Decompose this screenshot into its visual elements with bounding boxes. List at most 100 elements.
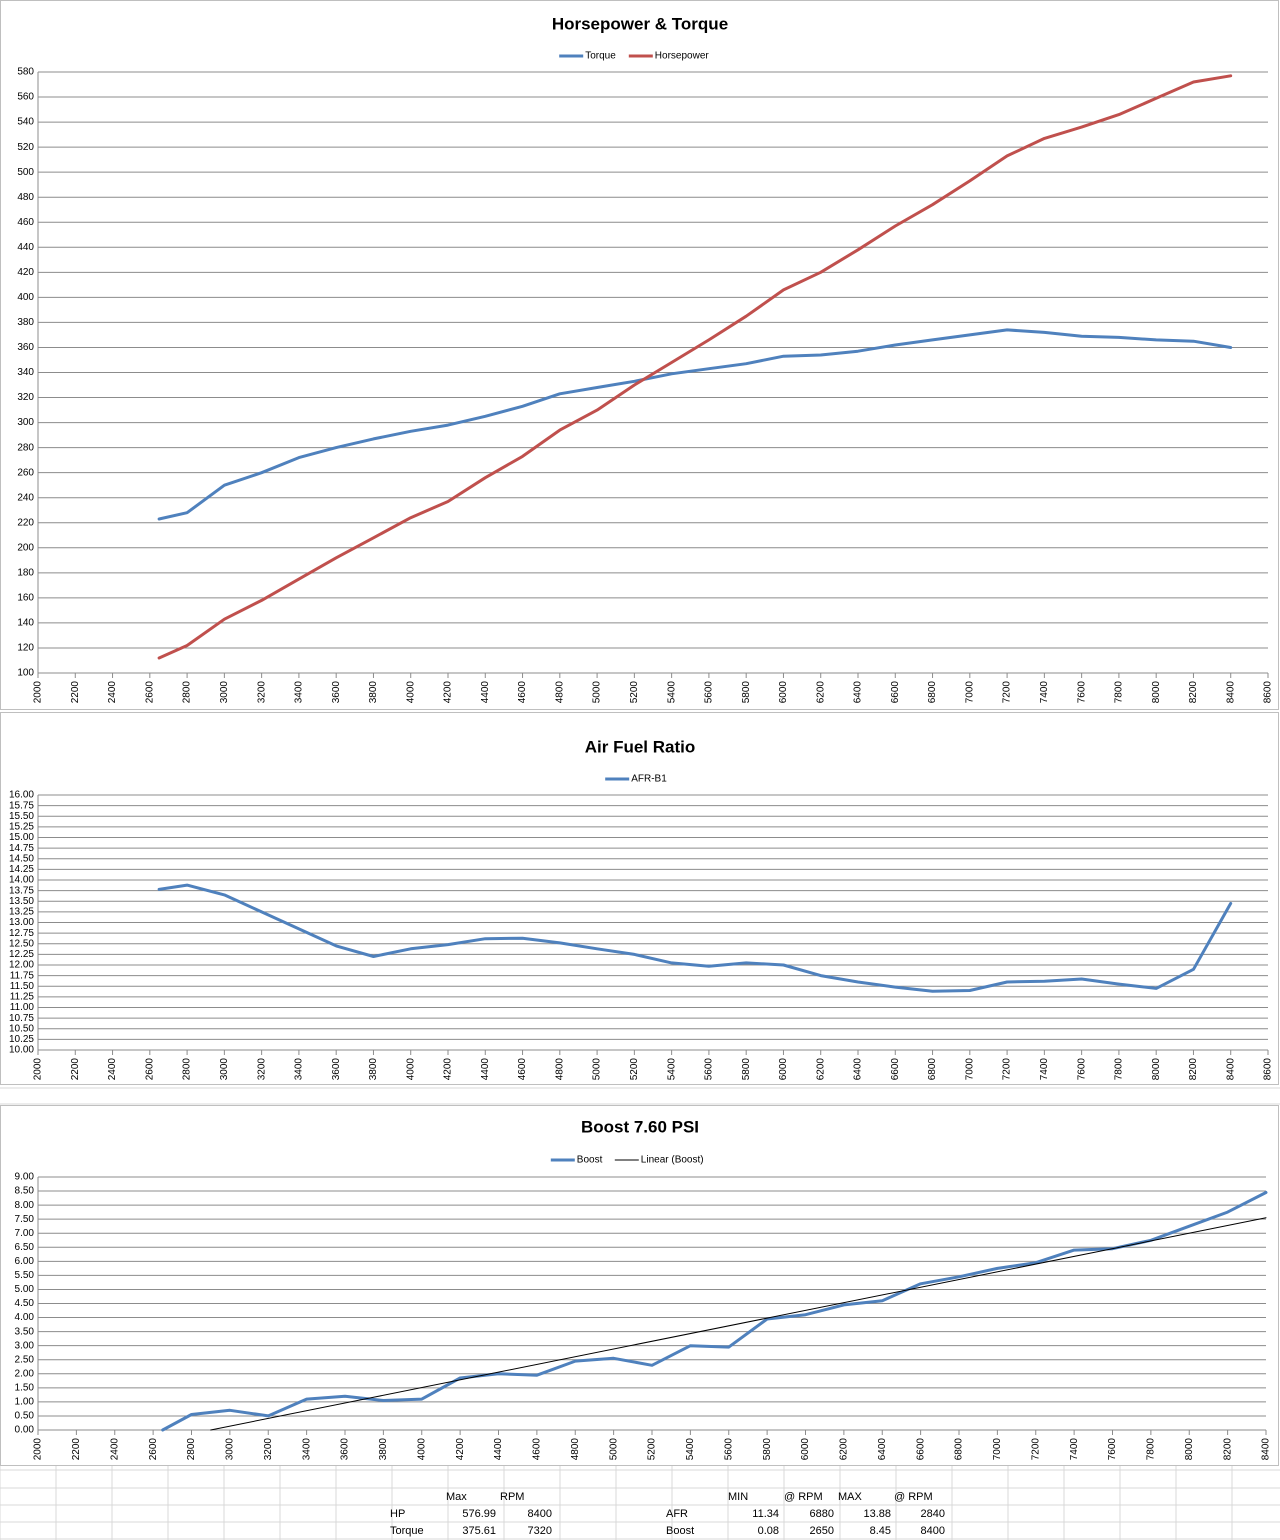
y-tick-label: 15.25 — [9, 822, 34, 833]
x-tick-label: 5200 — [647, 1438, 658, 1461]
y-tick-label: 520 — [17, 142, 34, 153]
y-tick-label: 260 — [17, 467, 34, 478]
x-tick-label: 3200 — [256, 681, 267, 704]
y-tick-label: 15.00 — [9, 832, 34, 843]
x-tick-label: 4200 — [455, 1438, 466, 1461]
x-tick-label: 5800 — [741, 681, 752, 704]
y-tick-label: 300 — [17, 417, 34, 428]
table-header: MAX — [838, 1491, 863, 1503]
x-tick-label: 6000 — [800, 1438, 811, 1461]
legend-label: AFR-B1 — [631, 774, 667, 785]
x-tick-label: 8200 — [1222, 1438, 1233, 1461]
x-tick-label: 6400 — [877, 1438, 888, 1461]
x-tick-label: 3400 — [301, 1438, 312, 1461]
x-tick-label: 7400 — [1039, 1058, 1050, 1081]
y-tick-label: 16.00 — [9, 790, 34, 801]
x-tick-label: 2000 — [33, 1058, 44, 1081]
x-tick-label: 7200 — [1030, 1438, 1041, 1461]
y-tick-label: 12.50 — [9, 938, 34, 949]
table-cell: Boost — [666, 1525, 694, 1537]
chart-title: Air Fuel Ratio — [585, 737, 696, 756]
x-tick-label: 7200 — [1002, 1058, 1013, 1081]
x-tick-label: 8200 — [1188, 681, 1199, 704]
x-tick-label: 2600 — [144, 1058, 155, 1081]
x-tick-label: 5600 — [704, 1058, 715, 1081]
table-cell: 375.61 — [462, 1525, 496, 1537]
x-tick-label: 8400 — [1261, 1438, 1272, 1461]
y-tick-label: 12.00 — [9, 960, 34, 971]
x-tick-label: 5800 — [762, 1438, 773, 1461]
x-tick-label: 8600 — [1263, 1058, 1274, 1081]
y-tick-label: 320 — [17, 392, 34, 403]
y-tick-label: 340 — [17, 367, 34, 378]
chart-frame — [0, 712, 1279, 1085]
x-tick-label: 7000 — [964, 681, 975, 704]
y-tick-label: 10.00 — [9, 1045, 34, 1056]
table-cell: AFR — [666, 1508, 688, 1520]
x-tick-label: 6200 — [815, 1058, 826, 1081]
y-tick-label: 15.50 — [9, 811, 34, 822]
y-tick-label: 10.50 — [9, 1023, 34, 1034]
table-cell: 2840 — [921, 1508, 945, 1520]
y-tick-label: 480 — [17, 192, 34, 203]
chart-title: Horsepower & Torque — [552, 14, 728, 33]
chart-frame — [0, 0, 1279, 710]
x-tick-label: 7200 — [1002, 681, 1013, 704]
y-tick-label: 500 — [17, 167, 34, 178]
y-tick-label: 400 — [17, 292, 34, 303]
x-tick-label: 8200 — [1188, 1058, 1199, 1081]
y-tick-label: 360 — [17, 342, 34, 353]
x-tick-label: 5400 — [666, 681, 677, 704]
x-tick-label: 7600 — [1107, 1438, 1118, 1461]
x-tick-label: 6400 — [853, 1058, 864, 1081]
y-tick-label: 0.50 — [15, 1411, 35, 1422]
y-tick-label: 160 — [17, 593, 34, 604]
x-tick-label: 6000 — [778, 1058, 789, 1081]
y-tick-label: 580 — [17, 67, 34, 78]
x-tick-label: 4600 — [517, 1058, 528, 1081]
y-tick-label: 560 — [17, 92, 34, 103]
y-tick-label: 3.00 — [15, 1340, 35, 1351]
x-tick-label: 2000 — [33, 681, 44, 704]
x-tick-label: 4200 — [443, 681, 454, 704]
y-tick-label: 100 — [17, 668, 34, 679]
x-tick-label: 4200 — [443, 1058, 454, 1081]
x-tick-label: 5600 — [723, 1438, 734, 1461]
y-tick-label: 10.75 — [9, 1013, 34, 1024]
x-tick-label: 4400 — [493, 1438, 504, 1461]
table-cell: 11.34 — [752, 1508, 779, 1520]
y-tick-label: 0.00 — [15, 1425, 35, 1436]
y-tick-label: 8.00 — [15, 1200, 35, 1211]
y-tick-label: 6.50 — [15, 1242, 35, 1253]
x-tick-label: 7600 — [1076, 681, 1087, 704]
series-line — [157, 883, 1233, 993]
series-line — [157, 74, 1233, 660]
table-cell: 576.99 — [462, 1508, 496, 1520]
x-tick-label: 8000 — [1151, 1058, 1162, 1081]
y-tick-label: 6.00 — [15, 1256, 35, 1267]
y-tick-label: 4.50 — [15, 1298, 35, 1309]
x-tick-label: 8000 — [1151, 681, 1162, 704]
y-tick-label: 1.50 — [15, 1382, 35, 1393]
x-tick-label: 7000 — [992, 1438, 1003, 1461]
table-cell: 0.08 — [758, 1525, 779, 1537]
y-tick-label: 240 — [17, 492, 34, 503]
x-tick-label: 6600 — [915, 1438, 926, 1461]
x-tick-label: 6000 — [778, 681, 789, 704]
y-tick-label: 5.00 — [15, 1284, 35, 1295]
table-header: RPM — [500, 1491, 524, 1503]
x-tick-label: 2400 — [107, 681, 118, 704]
x-tick-label: 3200 — [263, 1438, 274, 1461]
y-tick-label: 13.50 — [9, 896, 34, 907]
x-tick-label: 5000 — [608, 1438, 619, 1461]
y-tick-label: 7.50 — [15, 1214, 35, 1225]
table-cell: HP — [390, 1508, 405, 1520]
x-tick-label: 8000 — [1184, 1438, 1195, 1461]
chart-frame — [0, 1105, 1279, 1466]
x-tick-label: 3600 — [331, 681, 342, 704]
y-tick-label: 120 — [17, 643, 34, 654]
x-tick-label: 3800 — [368, 681, 379, 704]
x-tick-label: 5000 — [592, 1058, 603, 1081]
x-tick-label: 3000 — [225, 1438, 236, 1461]
table-header: MIN — [728, 1491, 748, 1503]
